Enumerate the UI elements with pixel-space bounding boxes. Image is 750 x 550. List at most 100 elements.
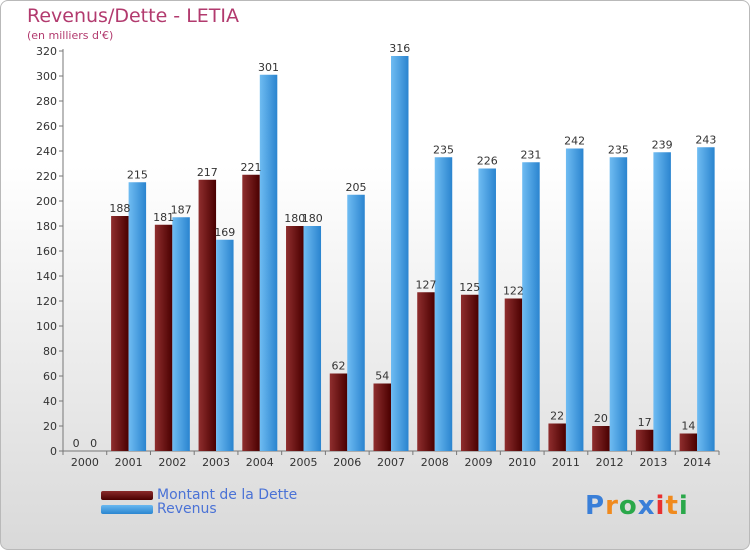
data-label-revenus: 226 [477, 155, 498, 168]
data-label-dette: 127 [415, 278, 436, 291]
data-label-revenus: 205 [346, 181, 367, 194]
data-label-dette: 122 [503, 285, 524, 298]
data-label-revenus: 316 [389, 42, 410, 55]
x-tick-label: 2004 [246, 456, 274, 469]
logo-letter: P [585, 491, 606, 521]
x-tick-label: 2000 [71, 456, 99, 469]
chart-subtitle: (en milliers d'€) [27, 29, 114, 42]
bar-dette [635, 429, 654, 451]
bar-dette [111, 216, 129, 451]
bar-dette [679, 433, 698, 451]
bar-revenus [478, 168, 496, 451]
y-tick-label: 200 [36, 195, 57, 208]
bar-revenus [216, 239, 234, 451]
bars [111, 56, 715, 451]
data-label-revenus: 169 [214, 226, 235, 239]
data-label-dette: 20 [594, 412, 608, 425]
logo-letter: i [678, 491, 689, 521]
data-labels: 0 188 181 217 221 180 62 54 127 125 122 22 20 17 14 0 21… [73, 42, 717, 450]
y-tick-label: 280 [36, 95, 57, 108]
logo-letter: o [618, 491, 638, 521]
y-tick-label: 240 [36, 145, 57, 158]
logo-letter: x [637, 491, 656, 521]
bar-dette [417, 292, 435, 451]
data-label-revenus: 180 [302, 212, 323, 225]
bar-revenus [522, 162, 540, 451]
x-tick-label: 2006 [333, 456, 361, 469]
bar-revenus [653, 152, 671, 451]
logo-letter: t [665, 491, 679, 521]
data-label-revenus: 301 [258, 61, 279, 74]
y-tick-label: 260 [36, 120, 57, 133]
data-label-revenus: 0 [90, 437, 97, 450]
bar-dette [286, 226, 304, 451]
data-label-dette: 217 [197, 166, 218, 179]
bar-revenus [259, 74, 278, 451]
data-label-revenus: 239 [652, 138, 673, 151]
bar-revenus [697, 147, 715, 451]
bar-dette [460, 294, 479, 451]
data-label-revenus: 187 [171, 203, 192, 216]
x-tick-label: 2011 [552, 456, 580, 469]
bar-revenus [609, 157, 628, 451]
y-tick-label: 60 [43, 370, 57, 383]
y-tick-label: 300 [36, 70, 57, 83]
data-label-dette: 54 [375, 370, 389, 383]
y-tick-label: 20 [43, 420, 57, 433]
legend-swatch-dette [101, 491, 153, 500]
data-label-dette: 181 [153, 211, 174, 224]
bar-revenus [391, 56, 409, 451]
legend-label-dette: Montant de la Dette [157, 487, 298, 503]
data-label-revenus: 242 [564, 135, 585, 148]
x-tick-label: 2009 [464, 456, 492, 469]
chart-title: Revenus/Dette - LETIA [27, 5, 239, 27]
data-label-dette: 0 [73, 437, 80, 450]
bar-revenus [303, 226, 322, 451]
x-tick-label: 2002 [158, 456, 186, 469]
y-tick-label: 100 [36, 320, 57, 333]
x-tick-label: 2005 [290, 456, 318, 469]
x-tick-label: 2001 [115, 456, 143, 469]
x-tick-label: 2007 [377, 456, 405, 469]
x-tick-label: 2014 [683, 456, 711, 469]
data-label-revenus: 235 [608, 143, 629, 156]
y-tick-label: 160 [36, 245, 57, 258]
bar-dette [373, 383, 391, 451]
bar-revenus [172, 217, 190, 451]
bar-dette [548, 423, 566, 451]
bar-revenus [565, 148, 584, 451]
y-tick-label: 220 [36, 170, 57, 183]
y-tick-label: 180 [36, 220, 57, 233]
x-tick-label: 2012 [596, 456, 624, 469]
bar-dette [154, 224, 173, 451]
bar-revenus [434, 157, 453, 451]
data-label-dette: 221 [241, 161, 262, 174]
data-label-dette: 62 [332, 360, 346, 373]
proxiti-logo: Proxiti [585, 491, 689, 521]
data-label-dette: 17 [638, 416, 652, 429]
legend-label-revenus: Revenus [157, 501, 217, 517]
bar-dette [504, 298, 523, 451]
bar-revenus [347, 194, 365, 451]
bar-dette [592, 426, 610, 451]
bar-revenus [128, 182, 147, 451]
bar-dette [198, 179, 217, 451]
x-tick-label: 2008 [421, 456, 449, 469]
data-label-dette: 180 [284, 212, 305, 225]
y-tick-label: 140 [36, 270, 57, 283]
logo-letter: i [655, 491, 666, 521]
data-label-dette: 14 [681, 420, 695, 433]
x-tick-label: 2010 [508, 456, 536, 469]
data-label-revenus: 231 [520, 148, 541, 161]
data-label-dette: 188 [109, 202, 130, 215]
bar-dette [242, 174, 260, 451]
data-label-revenus: 235 [433, 143, 454, 156]
x-tick-label: 2013 [639, 456, 667, 469]
y-tick-label: 80 [43, 345, 57, 358]
data-label-dette: 22 [550, 410, 564, 423]
data-label-revenus: 243 [695, 133, 716, 146]
logo-letter: r [605, 491, 619, 521]
bar-dette [329, 373, 348, 451]
